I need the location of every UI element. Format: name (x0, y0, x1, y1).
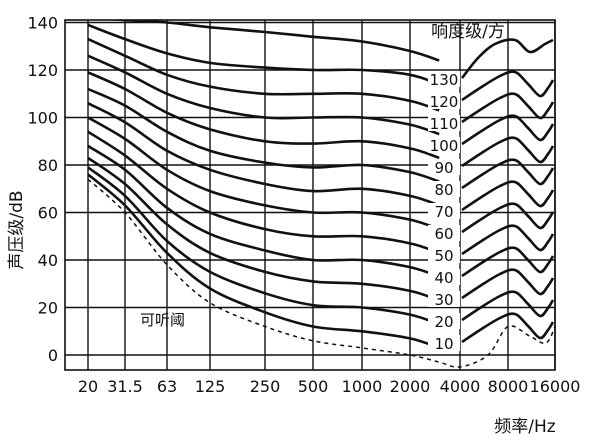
phon-label-bg (428, 247, 460, 263)
phon-curve-10 (87, 173, 440, 350)
grid (64, 19, 556, 371)
phon-curve-30 (87, 156, 440, 302)
phon-label: 50 (434, 247, 453, 265)
y-tick-label: 20 (38, 299, 58, 318)
phon-label-bg (428, 115, 460, 131)
phon-curve-hf-30 (461, 268, 555, 300)
x-tick-label: 250 (250, 377, 281, 396)
phon-label: 80 (434, 181, 453, 199)
phon-curve-80 (87, 87, 440, 183)
x-axis-label: 频率/Hz (494, 417, 556, 437)
phon-curve-hf-80 (461, 158, 555, 190)
phon-label: 70 (434, 203, 453, 221)
phon-label: 60 (434, 225, 453, 243)
threshold-label: 可听阈 (140, 311, 185, 329)
phon-curve-hf-110 (461, 92, 555, 124)
x-tick-label: 31.5 (107, 377, 143, 396)
phon-label: 10 (434, 335, 453, 353)
phon-curve-hf-120 (461, 70, 555, 102)
phon-curve-hf-50 (461, 224, 555, 256)
phon-label: 120 (430, 93, 459, 111)
phon-curve-40 (87, 144, 440, 278)
phon-curve-hf-20 (461, 290, 555, 322)
x-tick-label: 1000 (342, 377, 383, 396)
phon-curve-50 (87, 130, 440, 255)
x-tick-label: 4000 (440, 377, 481, 396)
phon-label: 40 (434, 269, 453, 287)
high-frequency-curves (460, 38, 555, 344)
phon-label-bg (428, 225, 460, 241)
phon-label-bg (428, 181, 460, 197)
phon-label: 100 (430, 137, 459, 155)
phon-curve-hf-70 (461, 180, 555, 212)
phon-curve-130 (102, 20, 440, 62)
legend-title: 响度级/方 (431, 22, 505, 42)
phon-curve-20 (87, 166, 440, 326)
phon-label-bg (428, 313, 460, 329)
y-axis-label: 声压级/dB (7, 190, 27, 269)
y-tick-label: 0 (48, 346, 58, 365)
y-tick-label: 120 (27, 61, 58, 80)
phon-label-bg (428, 71, 460, 87)
phon-label-bg (428, 291, 460, 307)
phon-label: 110 (430, 115, 459, 133)
phon-curve-hf-130 (460, 38, 554, 79)
curves (87, 20, 555, 368)
phon-label: 20 (434, 313, 453, 331)
threshold-curve (87, 178, 555, 368)
x-tick-label: 16000 (530, 377, 581, 396)
phon-curve-hf-60 (461, 202, 555, 234)
phon-label: 130 (430, 71, 459, 89)
x-tick-label: 125 (195, 377, 226, 396)
y-tick-label: 140 (27, 14, 58, 33)
phon-curve-100 (87, 54, 440, 136)
phon-curve-hf-100 (461, 114, 555, 146)
phon-label-bg (428, 203, 460, 219)
phon-label: 90 (434, 159, 453, 177)
y-tick-label: 60 (38, 204, 58, 223)
y-tick-label: 80 (38, 156, 58, 175)
x-tick-label: 8000 (488, 377, 529, 396)
phon-curve-90 (87, 71, 440, 160)
y-tick-label: 100 (27, 109, 58, 128)
phon-label-bg (428, 269, 460, 285)
phon-curve-hf-40 (461, 246, 555, 278)
phon-curve-120 (87, 23, 440, 86)
tick-labels: 20 31.5 63 125 250 500 1000 2000 4000 8000 16000 0 2… (27, 14, 580, 397)
phon-curve-110 (87, 37, 440, 112)
phon-curve-hf-90 (461, 136, 555, 168)
phon-label-bg (428, 93, 460, 109)
x-tick-label: 20 (78, 377, 98, 396)
phon-label-bg (428, 137, 460, 153)
x-tick-label: 500 (298, 377, 329, 396)
phon-label-bg (428, 335, 460, 351)
phon-label: 30 (434, 291, 453, 309)
phon-label-bg (428, 159, 460, 175)
phon-labels: 130 120 110 100 90 80 70 60 50 40 30 20 10 (428, 71, 460, 353)
phon-curve-70 (87, 102, 440, 207)
phon-curve-60 (87, 116, 440, 231)
x-tick-label: 63 (157, 377, 177, 396)
y-tick-label: 40 (38, 251, 58, 270)
phon-curve-hf-10 (461, 312, 555, 344)
x-tick-label: 2000 (390, 377, 431, 396)
